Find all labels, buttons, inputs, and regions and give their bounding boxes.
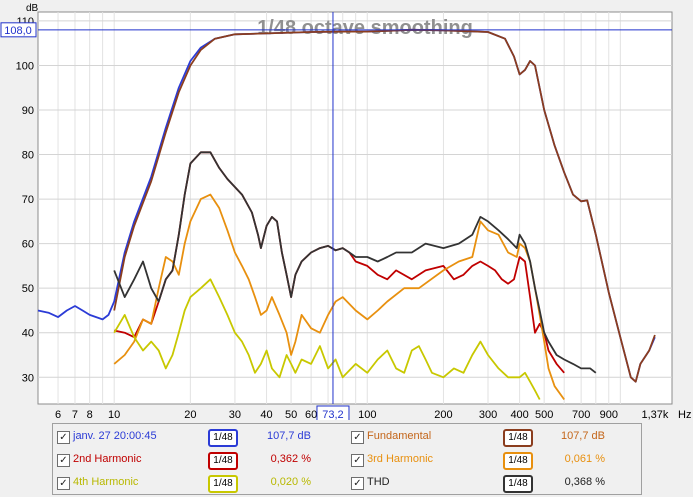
x-tick-label: 500 (535, 409, 553, 420)
smoothing-icon[interactable]: 1/48 (208, 475, 238, 493)
legend-label-3rd-harmonic: 3rd Harmonic (367, 453, 434, 465)
y-tick-label: 80 (22, 150, 34, 162)
x-tick-label: 8 (87, 409, 93, 420)
y-tick-label: 50 (22, 283, 34, 295)
chart-title: 1/48 octave smoothing (257, 17, 473, 39)
y-axis-label: dB (26, 3, 39, 14)
cursor-x-readout: 73,2 (322, 409, 343, 420)
legend-row-3: ✓ 4th Harmonic 1/48 0,020 % ✓ THD 1/48 0… (53, 474, 641, 494)
series-line[interactable] (113, 28, 656, 383)
legend-value: 0,368 % (564, 476, 605, 488)
legend-value: 107,7 dB (560, 430, 605, 442)
x-tick-label: 20 (184, 409, 196, 420)
x-tick-label: 6 (55, 409, 61, 420)
x-tick-label: 100 (358, 409, 376, 420)
x-tick-label: 400 (510, 409, 528, 420)
y-tick-label: 90 (22, 105, 34, 117)
legend-label-fundamental: Fundamental (367, 430, 432, 442)
x-tick-label: 60 (305, 409, 317, 420)
legend-label-thd: THD (367, 476, 390, 488)
series-line[interactable] (113, 278, 541, 400)
x-tick-label: 300 (479, 409, 497, 420)
series-line[interactable] (113, 193, 565, 401)
series-line[interactable] (113, 151, 597, 374)
cursor-y-readout-box (0, 22, 37, 38)
cursor-y-readout: 108,0 (4, 25, 32, 37)
smoothing-icon[interactable]: 1/48 (503, 475, 533, 493)
legend-label-2nd-harmonic: 2nd Harmonic (73, 453, 142, 465)
legend-label-4th-harmonic: 4th Harmonic (73, 476, 139, 488)
y-tick-label: 60 (22, 239, 34, 251)
legend-value: 0,020 % (270, 476, 311, 488)
3rd-harmonic-checkbox[interactable]: ✓ (351, 454, 364, 467)
legend-row-1: ✓ janv. 27 20:00:45 1/48 107,7 dB ✓ Fund… (53, 428, 641, 448)
smoothing-icon[interactable]: 1/48 (208, 429, 238, 447)
x-tick-label: 40 (260, 409, 272, 420)
y-tick-label: 40 (22, 328, 34, 340)
x-tick-label: 700 (572, 409, 590, 420)
legend-row-2: ✓ 2nd Harmonic 1/48 0,362 % ✓ 3rd Harmon… (53, 451, 641, 471)
legend-panel: ✓ janv. 27 20:00:45 1/48 107,7 dB ✓ Fund… (52, 423, 642, 495)
legend-value: 0,362 % (270, 453, 311, 465)
plot-area[interactable] (37, 11, 673, 405)
y-tick-label: 30 (22, 372, 34, 384)
x-tick-label: 200 (434, 409, 452, 420)
x-axis-unit: Hz (678, 409, 691, 420)
smoothing-icon[interactable]: 1/48 (503, 429, 533, 447)
legend-value: 0,061 % (564, 453, 605, 465)
cursor-x-readout-box (316, 405, 350, 420)
smoothing-icon[interactable]: 1/48 (208, 452, 238, 470)
x-tick-label: 30 (229, 409, 241, 420)
smoothing-icon[interactable]: 1/48 (503, 452, 533, 470)
x-tick-label: 7 (72, 409, 78, 420)
fundamental-checkbox[interactable]: ✓ (351, 431, 364, 444)
4th-harmonic-checkbox[interactable]: ✓ (57, 477, 70, 490)
series-checkbox[interactable]: ✓ (57, 431, 70, 444)
y-tick-label: 100 (16, 60, 34, 72)
2nd-harmonic-checkbox[interactable]: ✓ (57, 454, 70, 467)
thd-checkbox[interactable]: ✓ (351, 477, 364, 490)
legend-value: 107,7 dB (266, 430, 311, 442)
y-tick-label: 70 (22, 194, 34, 206)
x-tick-label: 50 (285, 409, 297, 420)
x-tick-label: 1,37k (641, 409, 668, 420)
legend-label-series: janv. 27 20:00:45 (73, 430, 157, 442)
x-tick-label: 10 (108, 409, 120, 420)
x-tick-label: 900 (600, 409, 618, 420)
